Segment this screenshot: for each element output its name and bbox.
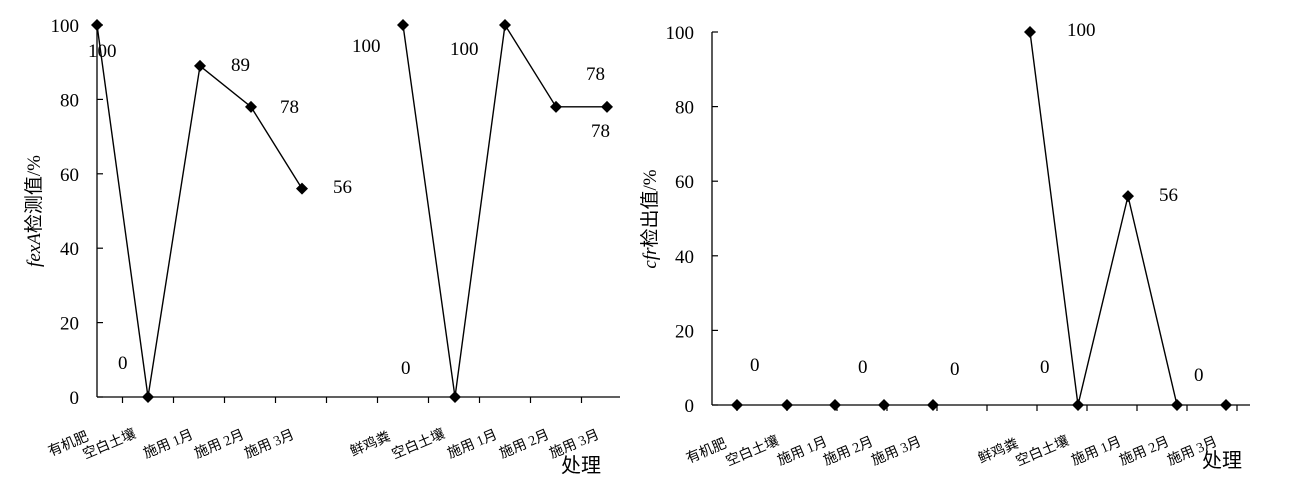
data-point [194, 59, 206, 72]
x-category-label: 施用 2月 [192, 427, 247, 462]
x-category-label: 空白土壤 [1013, 432, 1071, 470]
y-axis-title-gene: fexA [24, 233, 45, 267]
data-label: 100 [88, 41, 117, 62]
data-label: 78 [591, 121, 610, 142]
data-label: 100 [352, 36, 381, 57]
x-category-label: 施用 1月 [775, 434, 830, 469]
x-category-label: 鲜鸡粪 [348, 428, 393, 460]
y-axis-title-measure: 检测值/% [23, 155, 45, 233]
y-tick-label: 100 [666, 23, 695, 44]
data-point [296, 182, 308, 195]
y-axis-title-measure: 检出值/% [639, 169, 661, 247]
data-label: 0 [950, 359, 960, 380]
data-point [245, 100, 257, 113]
data-point [829, 399, 841, 411]
data-point [731, 399, 743, 411]
x-category-label: 施用 1月 [1069, 434, 1124, 469]
data-label: 78 [280, 97, 299, 118]
data-point [878, 399, 890, 411]
data-point [91, 19, 103, 31]
data-label: 56 [333, 177, 352, 198]
data-label: 56 [1159, 185, 1178, 206]
data-point [781, 399, 793, 411]
data-label: 89 [231, 55, 250, 76]
data-label: 0 [1194, 365, 1204, 386]
y-axis-title: cfr检出值/% [639, 169, 661, 268]
series-line [96, 24, 303, 398]
x-category-label: 施用 1月 [141, 427, 196, 462]
y-axis-title: fexA检测值/% [23, 155, 45, 267]
y-tick-label: 40 [675, 247, 694, 268]
y-tick-label: 80 [675, 98, 694, 119]
data-point [142, 391, 154, 403]
y-tick-label: 60 [60, 165, 79, 186]
x-category-label: 施用 3月 [242, 427, 297, 462]
data-point [927, 399, 939, 411]
y-tick-label: 100 [51, 16, 80, 37]
y-tick-label: 60 [675, 172, 694, 193]
series-line [1029, 31, 1178, 406]
y-tick-label: 80 [60, 90, 79, 111]
data-point [449, 391, 461, 403]
data-label: 0 [1040, 357, 1050, 378]
x-category-label: 空白土壤 [389, 425, 447, 463]
data-label: 78 [586, 64, 605, 85]
y-tick-label: 0 [685, 396, 695, 417]
x-category-label: 施用 2月 [821, 434, 876, 469]
y-tick-label: 20 [60, 314, 79, 335]
data-point [1072, 399, 1084, 411]
x-axis-title: 处理 [561, 454, 601, 477]
x-category-label: 施用 2月 [1117, 434, 1172, 469]
x-category-label: 施用 2月 [497, 427, 552, 462]
series-line [402, 22, 607, 398]
x-category-label: 施用 1月 [445, 427, 500, 462]
y-tick-label: 20 [675, 321, 694, 342]
data-point [550, 100, 562, 113]
data-label: 0 [401, 358, 411, 379]
data-point [1122, 190, 1134, 203]
data-label: 100 [450, 39, 479, 60]
data-point [601, 100, 613, 113]
y-tick-label: 40 [60, 239, 79, 260]
data-point [1220, 399, 1232, 411]
x-category-label: 空白土壤 [723, 432, 781, 470]
x-category-label: 有机肥 [684, 436, 729, 467]
x-category-label: 鲜鸡粪 [976, 435, 1021, 467]
x-category-label: 施用 3月 [869, 434, 924, 469]
data-label: 100 [1067, 20, 1096, 41]
y-tick-label: 0 [70, 388, 80, 409]
data-point [1024, 26, 1036, 38]
data-label: 0 [750, 355, 760, 376]
data-label: 0 [118, 353, 128, 374]
x-axis-title: 处理 [1202, 449, 1242, 472]
data-point [1171, 399, 1183, 411]
y-axis-title-gene: cfr [640, 247, 661, 269]
data-point [397, 19, 409, 31]
data-point [499, 19, 511, 31]
data-label: 0 [858, 357, 868, 378]
